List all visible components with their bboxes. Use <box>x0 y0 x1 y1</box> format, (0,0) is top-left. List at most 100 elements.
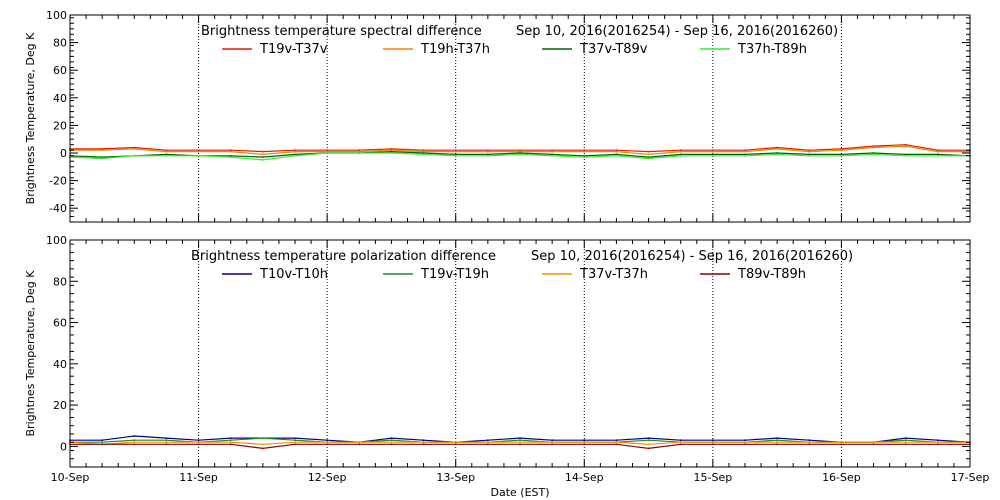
data-point <box>615 149 618 152</box>
data-point <box>101 441 103 444</box>
tick-marks <box>69 14 971 223</box>
data-point <box>904 154 907 157</box>
data-point <box>776 153 778 156</box>
data-point <box>647 156 650 159</box>
data-point <box>326 149 328 152</box>
y-tick-label: 80 <box>53 37 67 50</box>
data-point <box>101 157 103 160</box>
legend-label: T19h-T37h <box>420 42 490 57</box>
data-point <box>101 156 103 159</box>
data-point <box>454 443 457 446</box>
data-point <box>358 443 361 446</box>
data-point <box>744 150 746 153</box>
data-point <box>583 443 586 446</box>
data-point <box>937 441 939 444</box>
data-point <box>454 441 457 444</box>
data-point <box>133 148 136 150</box>
data-point <box>294 437 296 439</box>
data-point <box>101 443 103 446</box>
data-point <box>358 150 361 153</box>
legend-label: T10v-T10h <box>259 267 328 282</box>
data-point <box>519 149 521 152</box>
data-point <box>422 149 425 152</box>
data-point <box>294 154 296 157</box>
data-point <box>326 441 328 444</box>
data-point <box>229 443 232 446</box>
data-point <box>229 437 232 439</box>
chart-date-range: Sep 10, 2016(2016254) - Sep 16, 2016(201… <box>531 249 853 264</box>
legend-label: T19v-T37v <box>259 42 328 57</box>
data-point <box>647 447 650 450</box>
data-point <box>197 443 200 446</box>
data-point <box>390 149 393 152</box>
data-point <box>454 153 457 156</box>
data-point <box>101 148 103 150</box>
data-point <box>808 153 811 156</box>
data-point <box>647 157 650 160</box>
data-point <box>872 441 875 444</box>
chart-title: Brightness temperature polarization diff… <box>191 249 496 264</box>
data-point <box>197 154 200 157</box>
data-point <box>776 148 778 150</box>
legend-label: T89v-T89h <box>737 267 806 282</box>
y-tick-label: 20 <box>53 119 67 132</box>
data-point <box>390 150 393 153</box>
data-point <box>808 439 811 442</box>
x-tick-label: 14-Sep <box>565 471 604 484</box>
data-point <box>712 443 714 446</box>
data-point <box>133 443 136 446</box>
data-point <box>904 143 907 146</box>
x-tick-label: 10-Sep <box>51 471 90 484</box>
data-point <box>422 443 425 446</box>
data-point <box>744 441 746 444</box>
data-point <box>583 149 586 152</box>
data-point <box>454 154 457 157</box>
data-point <box>712 154 714 157</box>
y-tick-label: 0 <box>60 147 67 160</box>
data-point <box>904 145 907 148</box>
legend-label: T37h-T89h <box>737 42 807 57</box>
x-axis-label: Date (EST) <box>490 486 549 499</box>
data-point <box>390 439 393 442</box>
data-point <box>551 153 553 156</box>
data-point <box>487 150 489 153</box>
data-point <box>776 443 778 446</box>
data-point <box>776 146 778 149</box>
grid-lines <box>198 240 842 467</box>
x-tick-label: 12-Sep <box>308 471 347 484</box>
data-point <box>776 437 778 439</box>
data-point <box>872 146 875 149</box>
data-point <box>165 443 168 446</box>
data-point <box>937 154 939 157</box>
data-point <box>615 439 618 442</box>
data-point <box>744 439 746 442</box>
data-point <box>262 150 264 153</box>
y-tick-label: -40 <box>49 202 67 215</box>
data-point <box>197 441 200 444</box>
data-point <box>229 149 232 152</box>
data-point <box>326 150 328 153</box>
data-point <box>583 156 586 159</box>
legend-label: T37v-T89v <box>579 42 648 57</box>
data-point <box>679 443 682 446</box>
data-point <box>808 150 811 153</box>
data-point <box>519 439 521 442</box>
legend-label: T19v-T19h <box>420 267 489 282</box>
y-tick-label: 20 <box>53 399 67 412</box>
data-point <box>165 439 168 442</box>
data-point <box>712 149 714 152</box>
data-point <box>422 152 425 154</box>
data-point <box>197 149 200 152</box>
data-point <box>197 439 200 442</box>
data-point <box>294 150 296 153</box>
data-point <box>229 150 232 153</box>
data-point <box>647 153 650 156</box>
data-point <box>165 154 168 157</box>
data-point <box>358 149 361 152</box>
plot-frame <box>69 14 971 223</box>
series-layer <box>69 143 971 161</box>
data-point <box>808 441 811 444</box>
data-point <box>422 153 425 156</box>
y-axis-label: Brightness Temperature, Deg K <box>24 32 37 204</box>
